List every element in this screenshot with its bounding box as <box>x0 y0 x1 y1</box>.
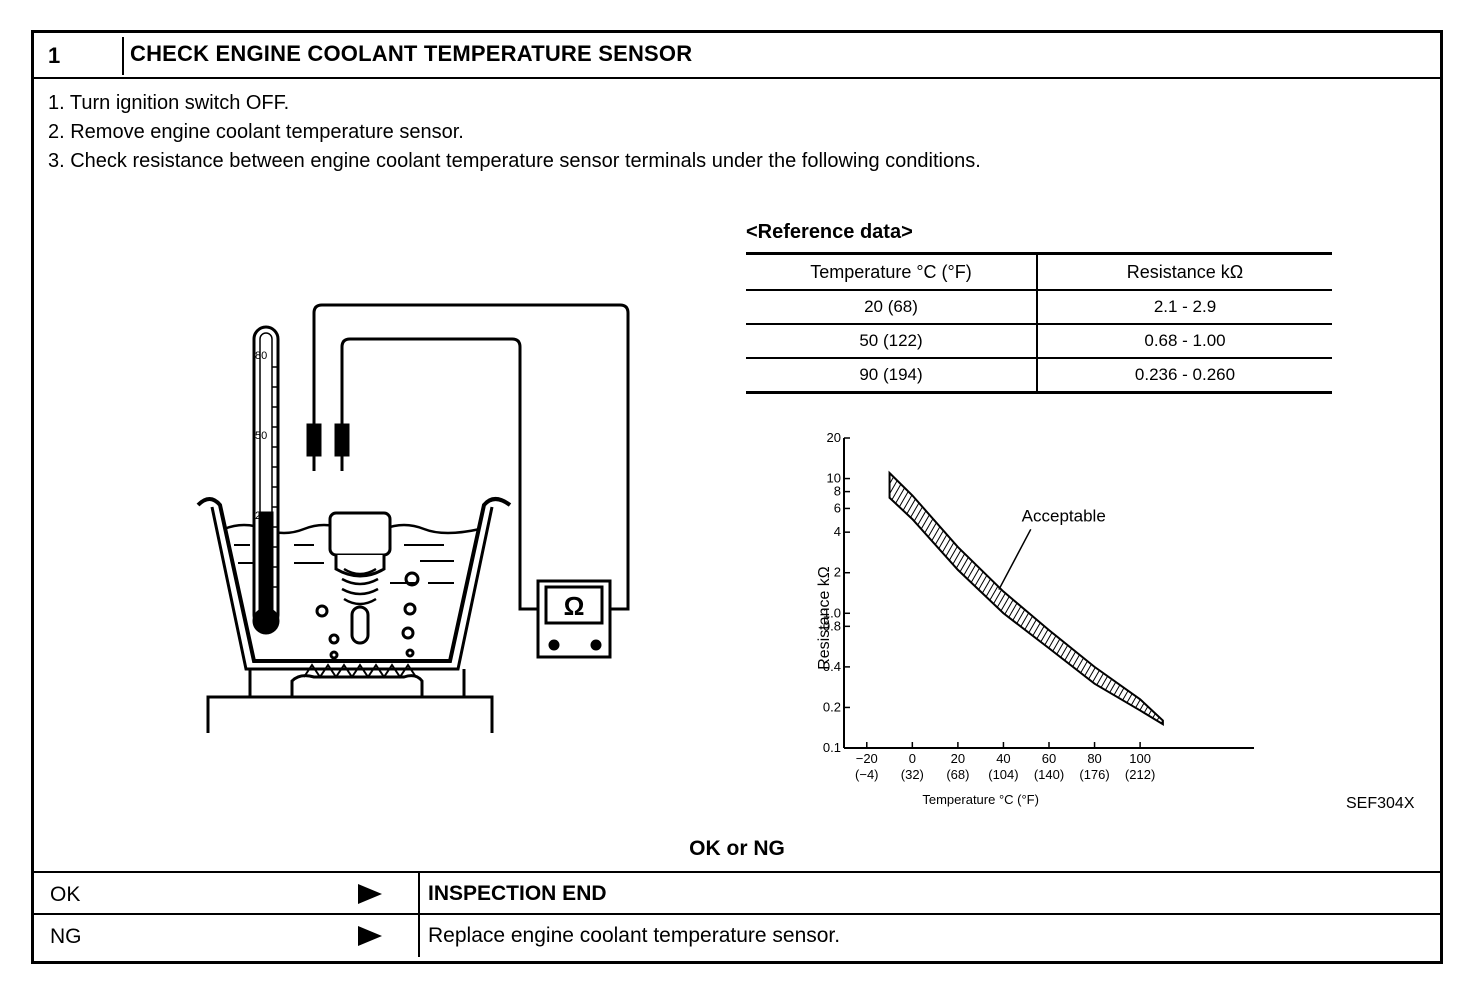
reference-title: <Reference data> <box>746 221 913 243</box>
step-number: 1 <box>48 43 61 68</box>
instruction-list: 1. Turn ignition switch OFF. 2. Remove e… <box>48 89 981 176</box>
figure-code: SEF304X <box>1346 795 1415 812</box>
instruction-2: 2. Remove engine coolant temperature sen… <box>48 121 464 143</box>
table-row: 50 (122) 0.68 - 1.00 <box>746 324 1332 359</box>
thermometer-mark-80: 80 <box>255 350 267 362</box>
header-divider <box>122 37 124 75</box>
y-tick-label: 1.0 <box>823 605 841 620</box>
temperature-cell: 20 (68) <box>746 290 1038 325</box>
result-row-ng: NG Replace engine coolant temperature se… <box>34 913 1440 957</box>
reference-table: Temperature °C (°F) Resistance kΩ 20 (68… <box>746 252 1332 394</box>
table-row: 20 (68) 2.1 - 2.9 <box>746 290 1332 325</box>
result-divider <box>418 873 420 915</box>
y-tick-label: 0.2 <box>823 699 841 714</box>
x-tick-label: 80 <box>1087 751 1101 766</box>
resistance-cell: 0.68 - 1.00 <box>1037 324 1332 359</box>
y-tick-label: 8 <box>834 484 841 499</box>
x-axis-label: Temperature °C (°F) <box>922 792 1039 807</box>
result-divider <box>418 915 420 957</box>
result-text-ok: INSPECTION END <box>428 882 607 905</box>
annotation-acceptable: Acceptable <box>1022 506 1106 525</box>
x-tick-label: 100 <box>1129 751 1151 766</box>
x-tick-sublabel: (−4) <box>855 767 878 782</box>
y-axis-label: Resistance kΩ <box>816 566 833 670</box>
thermometer-mark-20: 20 <box>255 510 267 522</box>
x-tick-sublabel: (212) <box>1125 767 1155 782</box>
decision-label: OK or NG <box>689 837 785 860</box>
y-tick-label: 0.8 <box>823 618 841 633</box>
x-tick-sublabel: (176) <box>1079 767 1109 782</box>
step-header: 1 CHECK ENGINE COOLANT TEMPERATURE SENSO… <box>34 33 1440 79</box>
y-tick-label: 20 <box>827 430 841 445</box>
instruction-1: 1. Turn ignition switch OFF. <box>48 92 290 114</box>
y-tick-label: 0.1 <box>823 740 841 755</box>
ohm-symbol: Ω <box>564 591 585 621</box>
annotation-leader <box>998 528 1032 590</box>
x-tick-sublabel: (104) <box>988 767 1018 782</box>
instruction-3: 3. Check resistance between engine coola… <box>48 150 981 172</box>
test-setup-illustration: 80 50 20 Ω <box>196 303 630 733</box>
x-tick-label: −20 <box>856 751 878 766</box>
thermometer-mark-50: 50 <box>255 430 267 442</box>
inspection-frame: 1 CHECK ENGINE COOLANT TEMPERATURE SENSO… <box>31 30 1443 964</box>
x-tick-label: 0 <box>909 751 916 766</box>
x-tick-sublabel: (68) <box>946 767 969 782</box>
header-temperature: Temperature °C (°F) <box>746 253 1038 291</box>
x-tick-label: 60 <box>1042 751 1056 766</box>
y-tick-label: 6 <box>834 500 841 515</box>
result-label-ng: NG <box>50 925 82 948</box>
arrow-right-icon <box>358 884 382 904</box>
x-tick-sublabel: (32) <box>901 767 924 782</box>
arrow-right-icon <box>358 926 382 946</box>
table-row: 90 (194) 0.236 - 0.260 <box>746 358 1332 393</box>
resistance-chart: 201086421.00.80.40.20.1−20(−4)0(32)20(68… <box>816 430 1254 807</box>
x-tick-label: 40 <box>996 751 1010 766</box>
reference-header-row: Temperature °C (°F) Resistance kΩ <box>746 253 1332 291</box>
header-resistance: Resistance kΩ <box>1037 253 1332 291</box>
step-title: CHECK ENGINE COOLANT TEMPERATURE SENSOR <box>130 41 693 66</box>
y-tick-label: 10 <box>827 471 841 486</box>
result-row-ok: OK INSPECTION END <box>34 871 1440 915</box>
temperature-cell: 90 (194) <box>746 358 1038 393</box>
acceptable-band <box>888 470 1164 727</box>
temperature-cell: 50 (122) <box>746 324 1038 359</box>
resistance-cell: 0.236 - 0.260 <box>1134 365 1236 384</box>
x-tick-sublabel: (140) <box>1034 767 1064 782</box>
x-tick-label: 20 <box>951 751 965 766</box>
y-tick-label: 2 <box>834 565 841 580</box>
resistance-cell: 2.1 - 2.9 <box>1037 290 1332 325</box>
y-tick-label: 0.4 <box>823 659 841 674</box>
y-tick-label: 4 <box>834 524 841 539</box>
result-label-ok: OK <box>50 883 81 906</box>
result-text-ng: Replace engine coolant temperature senso… <box>428 924 841 947</box>
